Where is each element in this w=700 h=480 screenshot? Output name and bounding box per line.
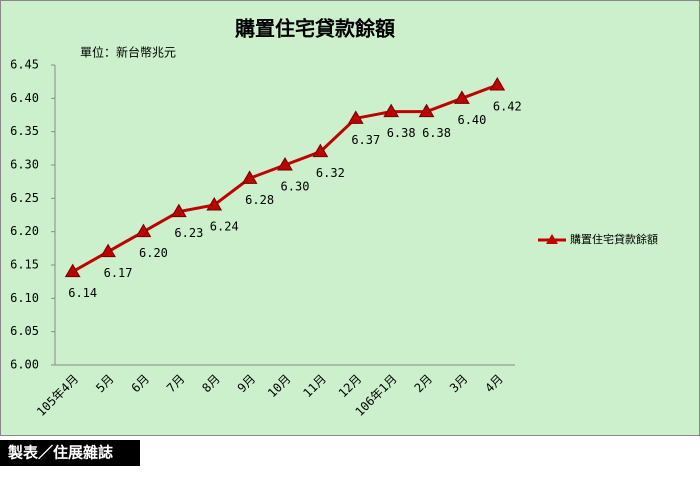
value-label: 6.38 <box>422 126 451 140</box>
point-marker <box>383 103 400 118</box>
point-marker <box>100 243 116 258</box>
value-label: 6.37 <box>351 133 380 147</box>
legend-label: 購置住宅貸款餘額 <box>570 232 658 246</box>
chart-title: 購置住宅貸款餘額 <box>235 17 395 41</box>
chart-background <box>0 0 700 436</box>
point-marker <box>489 77 506 91</box>
point-marker <box>170 203 187 218</box>
value-label: 6.28 <box>245 193 274 207</box>
value-label: 6.30 <box>281 180 310 194</box>
y-tick-label: 6.15 <box>10 258 39 272</box>
value-label: 6.38 <box>387 126 416 140</box>
point-marker <box>135 223 152 238</box>
y-tick-label: 6.10 <box>10 291 39 305</box>
point-marker <box>277 157 293 171</box>
point-marker <box>64 263 81 278</box>
point-marker <box>206 197 223 211</box>
value-label: 6.40 <box>457 113 486 127</box>
source-label: 製表／住展雜誌 <box>7 444 113 462</box>
y-tick-label: 6.35 <box>10 124 39 138</box>
point-marker <box>312 143 329 158</box>
y-tick-label: 6.20 <box>10 224 39 238</box>
y-tick-label: 6.05 <box>10 324 39 338</box>
y-tick-label: 6.00 <box>10 358 39 372</box>
value-label: 6.42 <box>493 100 522 114</box>
point-marker <box>241 170 258 184</box>
value-label: 6.20 <box>139 246 168 260</box>
unit-label: 單位：新台幣兆元 <box>80 45 176 60</box>
value-label: 6.14 <box>68 286 97 300</box>
legend-marker <box>546 234 558 244</box>
point-marker <box>418 103 435 118</box>
y-tick-label: 6.45 <box>10 58 39 72</box>
value-label: 6.24 <box>210 220 239 234</box>
y-tick-label: 6.30 <box>10 158 39 172</box>
point-marker <box>347 110 364 124</box>
value-label: 6.17 <box>104 266 133 280</box>
source-background <box>0 440 140 466</box>
y-tick-label: 6.25 <box>10 191 39 205</box>
value-label: 6.23 <box>174 226 203 240</box>
y-tick-label: 6.40 <box>10 91 39 105</box>
point-marker <box>454 90 470 104</box>
value-label: 6.32 <box>316 166 345 180</box>
